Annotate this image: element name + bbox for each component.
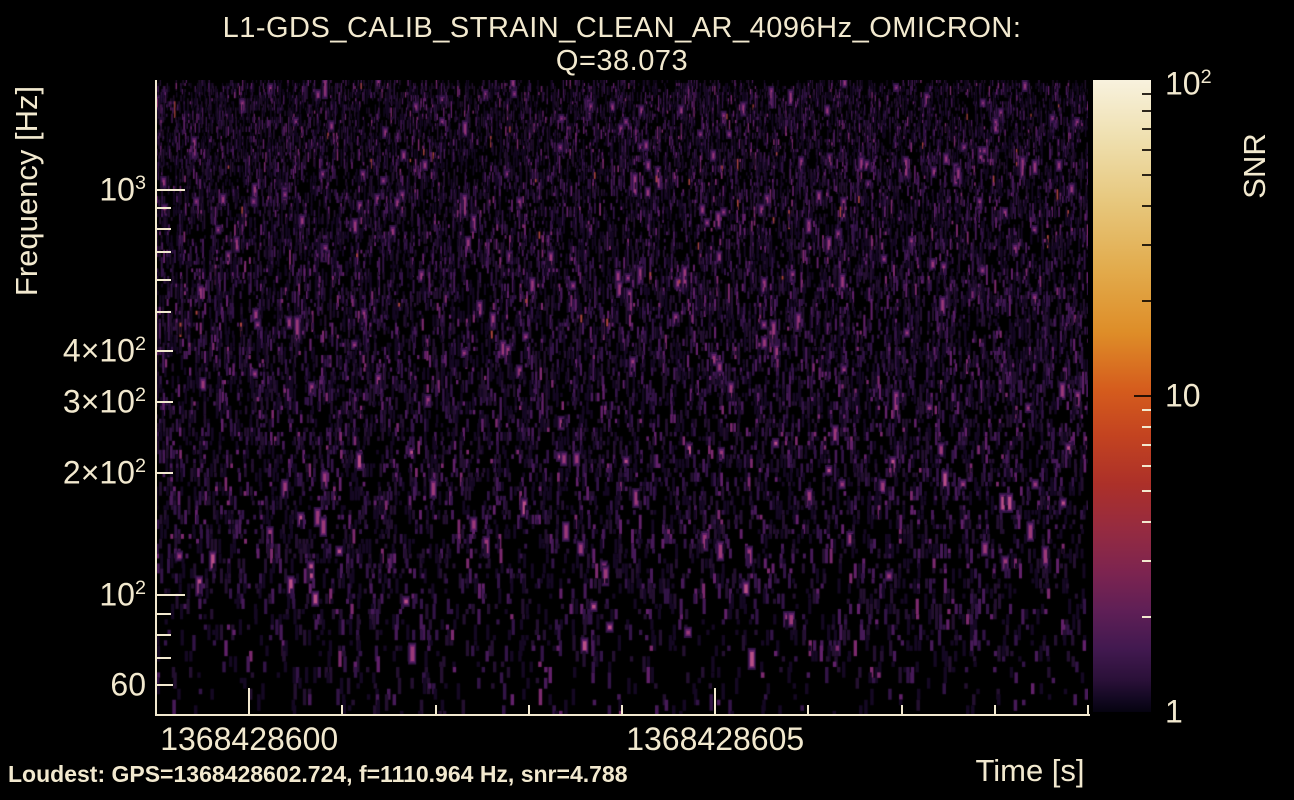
y-tick-label: 2×102 xyxy=(62,454,146,491)
x-minor-tick xyxy=(341,705,344,714)
plot-title: L1-GDS_CALIB_STRAIN_CLEAN_AR_4096Hz_OMIC… xyxy=(222,12,1022,77)
x-tick-label: 1368428600 xyxy=(160,721,339,757)
y-tick-label: 60 xyxy=(110,666,146,703)
x-minor-tick xyxy=(900,705,903,714)
y-tick-label: 3×102 xyxy=(62,383,146,420)
y-tick-label: 103 xyxy=(99,171,146,208)
y-tick xyxy=(157,594,185,597)
x-minor-tick xyxy=(434,705,437,714)
spectrogram-image xyxy=(156,80,1088,715)
y-minor-tick xyxy=(157,612,171,615)
y-tick xyxy=(157,400,173,403)
colorbar-minor-tick xyxy=(1142,560,1151,563)
x-axis-title: Time [s] xyxy=(975,753,1085,788)
y-tick xyxy=(157,472,173,475)
y-minor-tick xyxy=(157,310,171,313)
x-minor-tick xyxy=(621,705,623,714)
colorbar-minor-tick xyxy=(1142,425,1151,428)
y-minor-tick xyxy=(157,657,171,660)
colorbar-minor-tick xyxy=(1142,409,1151,412)
colorbar-minor-tick xyxy=(1142,299,1151,302)
y-axis-title: Frequency [Hz] xyxy=(9,85,44,297)
x-major-tick xyxy=(714,688,717,714)
colorbar-tick-label: 1 xyxy=(1165,693,1183,730)
colorbar-minor-tick xyxy=(1142,490,1151,493)
colorbar-minor-tick xyxy=(1142,465,1151,468)
colorbar-major-tick xyxy=(1134,395,1151,397)
colorbar-minor-tick xyxy=(1142,149,1151,152)
x-minor-tick xyxy=(1087,705,1089,714)
y-minor-tick xyxy=(157,633,171,636)
y-minor-tick xyxy=(157,278,171,281)
y-tick-label: 102 xyxy=(99,576,146,613)
colorbar-tick-label: 102 xyxy=(1165,65,1212,102)
y-minor-tick xyxy=(157,207,171,210)
x-minor-tick xyxy=(527,705,530,714)
y-tick xyxy=(157,684,173,687)
y-tick-label: 4×102 xyxy=(62,332,146,369)
x-major-tick xyxy=(248,688,251,714)
colorbar-minor-tick xyxy=(1142,93,1151,96)
colorbar-minor-tick xyxy=(1142,109,1151,112)
loudest-annotation: Loudest: GPS=1368428602.724, f=1110.964 … xyxy=(8,761,628,787)
colorbar-minor-tick xyxy=(1142,244,1151,247)
colorbar-minor-tick xyxy=(1142,443,1151,446)
y-minor-tick xyxy=(157,251,171,254)
colorbar-minor-tick xyxy=(1142,127,1151,130)
y-tick xyxy=(157,188,185,191)
colorbar-minor-tick xyxy=(1142,615,1151,618)
x-axis-spine xyxy=(155,714,1090,716)
colorbar-title: SNR xyxy=(1237,133,1272,199)
x-minor-tick xyxy=(993,705,996,714)
colorbar-minor-tick xyxy=(1142,520,1151,523)
y-axis-spine xyxy=(155,80,157,716)
x-minor-tick xyxy=(807,705,810,714)
y-minor-tick xyxy=(157,227,171,230)
colorbar-tick-label: 10 xyxy=(1165,377,1201,414)
x-tick-label: 1368428605 xyxy=(626,721,805,757)
colorbar-minor-tick xyxy=(1142,174,1151,177)
colorbar-minor-tick xyxy=(1142,204,1151,207)
y-tick xyxy=(157,350,173,352)
